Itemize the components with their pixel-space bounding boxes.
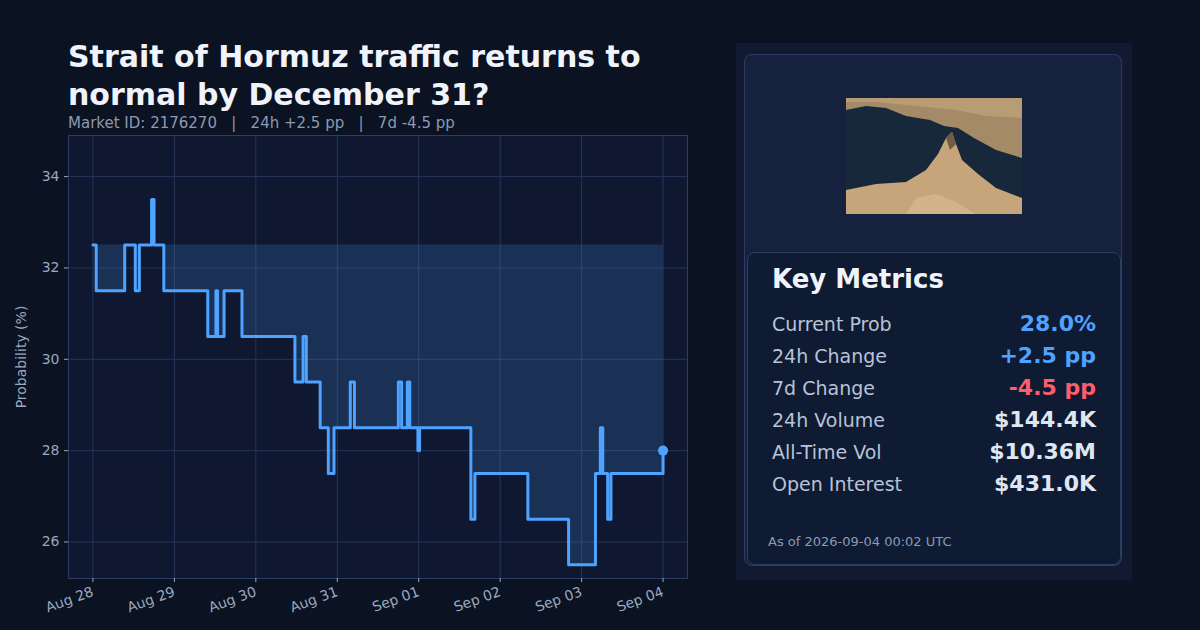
svg-text:Aug 28: Aug 28 (43, 583, 95, 615)
html-text:$431.0K: $431.0K (994, 471, 1096, 496)
svg-text:26: 26 (42, 533, 60, 549)
html-text:+2.5 pp: +2.5 pp (999, 343, 1096, 368)
html-text:-4.5 pp: -4.5 pp (1008, 375, 1096, 400)
svg-text:30: 30 (42, 351, 60, 367)
svg-text:Sep 01: Sep 01 (370, 583, 421, 615)
svg-text:Aug 30: Aug 30 (206, 583, 258, 615)
html-text:24h Volume: 24h Volume (772, 409, 885, 431)
html-text:Key Metrics: Key Metrics (772, 264, 944, 294)
html-text:$10.36M: $10.36M (989, 439, 1096, 464)
html-text:Market ID: 2176270 | 24h +2.5: Market ID: 2176270 | 24h +2.5 pp | 7d -4… (68, 114, 455, 132)
html-text:24h Change: 24h Change (772, 345, 887, 367)
svg-text:32: 32 (42, 259, 60, 275)
svg-text:Probability (%): Probability (%) (13, 306, 29, 409)
svg-text:28: 28 (42, 442, 60, 458)
svg-text:Sep 02: Sep 02 (452, 583, 503, 615)
html-text:28.0%: 28.0% (1019, 311, 1096, 336)
html-text:Current Prob: Current Prob (772, 313, 892, 335)
html-text:$144.4K: $144.4K (994, 407, 1096, 432)
svg-text:Aug 31: Aug 31 (288, 583, 340, 615)
svg-text:Sep 03: Sep 03 (533, 583, 584, 615)
svg-text:Sep 04: Sep 04 (614, 583, 665, 615)
html-text:All-Time Vol: All-Time Vol (772, 441, 882, 463)
html-text:7d Change: 7d Change (772, 377, 875, 399)
svg-text:Aug 29: Aug 29 (125, 583, 177, 615)
html-text:As of 2026-09-04 00:02 UTC: As of 2026-09-04 00:02 UTC (768, 534, 952, 549)
html-text:Strait of Hormuz traffic retur: Strait of Hormuz traffic returns to norm… (68, 39, 641, 112)
html-text:Open Interest: Open Interest (772, 473, 902, 495)
svg-text:34: 34 (42, 168, 60, 184)
